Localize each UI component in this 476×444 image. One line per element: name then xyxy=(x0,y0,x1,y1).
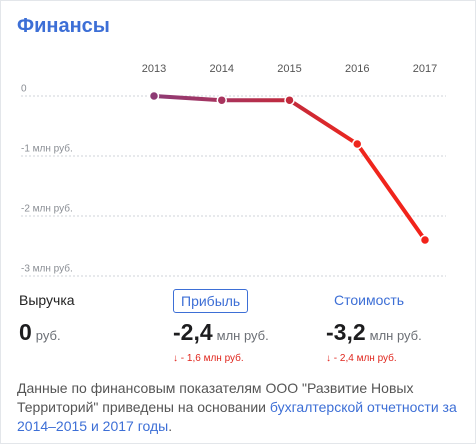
metric-change: ↓ - 1,6 млн руб. xyxy=(173,353,244,364)
metric-value: 0 руб. xyxy=(19,319,61,346)
footer-text: Данные по финансовым показателям ООО "Ра… xyxy=(17,380,414,415)
footer-link[interactable]: бухгалтерской отчетности за 2014–2015 и … xyxy=(17,399,457,434)
unit: млн руб. xyxy=(369,328,422,343)
data-point xyxy=(148,90,160,102)
tab-link[interactable]: Стоимость xyxy=(334,292,405,308)
footer-end: . xyxy=(168,418,173,434)
x-tick-label: 2017 xyxy=(413,63,437,75)
x-tick-label: 2016 xyxy=(345,63,369,75)
value: -2,4 xyxy=(173,319,213,345)
unit: руб. xyxy=(35,328,61,343)
x-tick-label: 2013 xyxy=(142,63,166,75)
y-tick-label: -2 млн руб. xyxy=(21,203,73,215)
chart: 0 -1 млн руб. -2 млн руб. -3 млн руб. 2013 20… xyxy=(21,63,446,277)
x-tick-label: 2015 xyxy=(277,63,301,75)
data-point xyxy=(419,234,431,246)
metric-label: Выручка xyxy=(19,292,75,308)
data-point xyxy=(284,94,295,106)
unit: млн руб. xyxy=(216,328,269,343)
y-tick-label: -3 млн руб. xyxy=(21,263,73,275)
x-tick-label: 2014 xyxy=(210,63,234,75)
footer-note: Данные по финансовым показателям ООО "Ра… xyxy=(17,379,462,436)
metric-value: -3,2 млн руб. xyxy=(326,319,422,346)
data-line xyxy=(153,94,427,242)
tab-button[interactable]: Прибыль xyxy=(173,289,249,313)
value: -3,2 xyxy=(326,319,366,345)
metric-change: ↓ - 2,4 млн руб. xyxy=(326,353,397,364)
y-tick-label: -1 млн руб. xyxy=(21,143,73,155)
card-title: Финансы xyxy=(17,15,110,37)
value: 0 xyxy=(19,319,32,345)
data-point xyxy=(216,94,227,106)
y-tick-label: 0 xyxy=(21,84,27,95)
data-point xyxy=(352,138,363,150)
metric-value: -2,4 млн руб. xyxy=(173,319,269,346)
